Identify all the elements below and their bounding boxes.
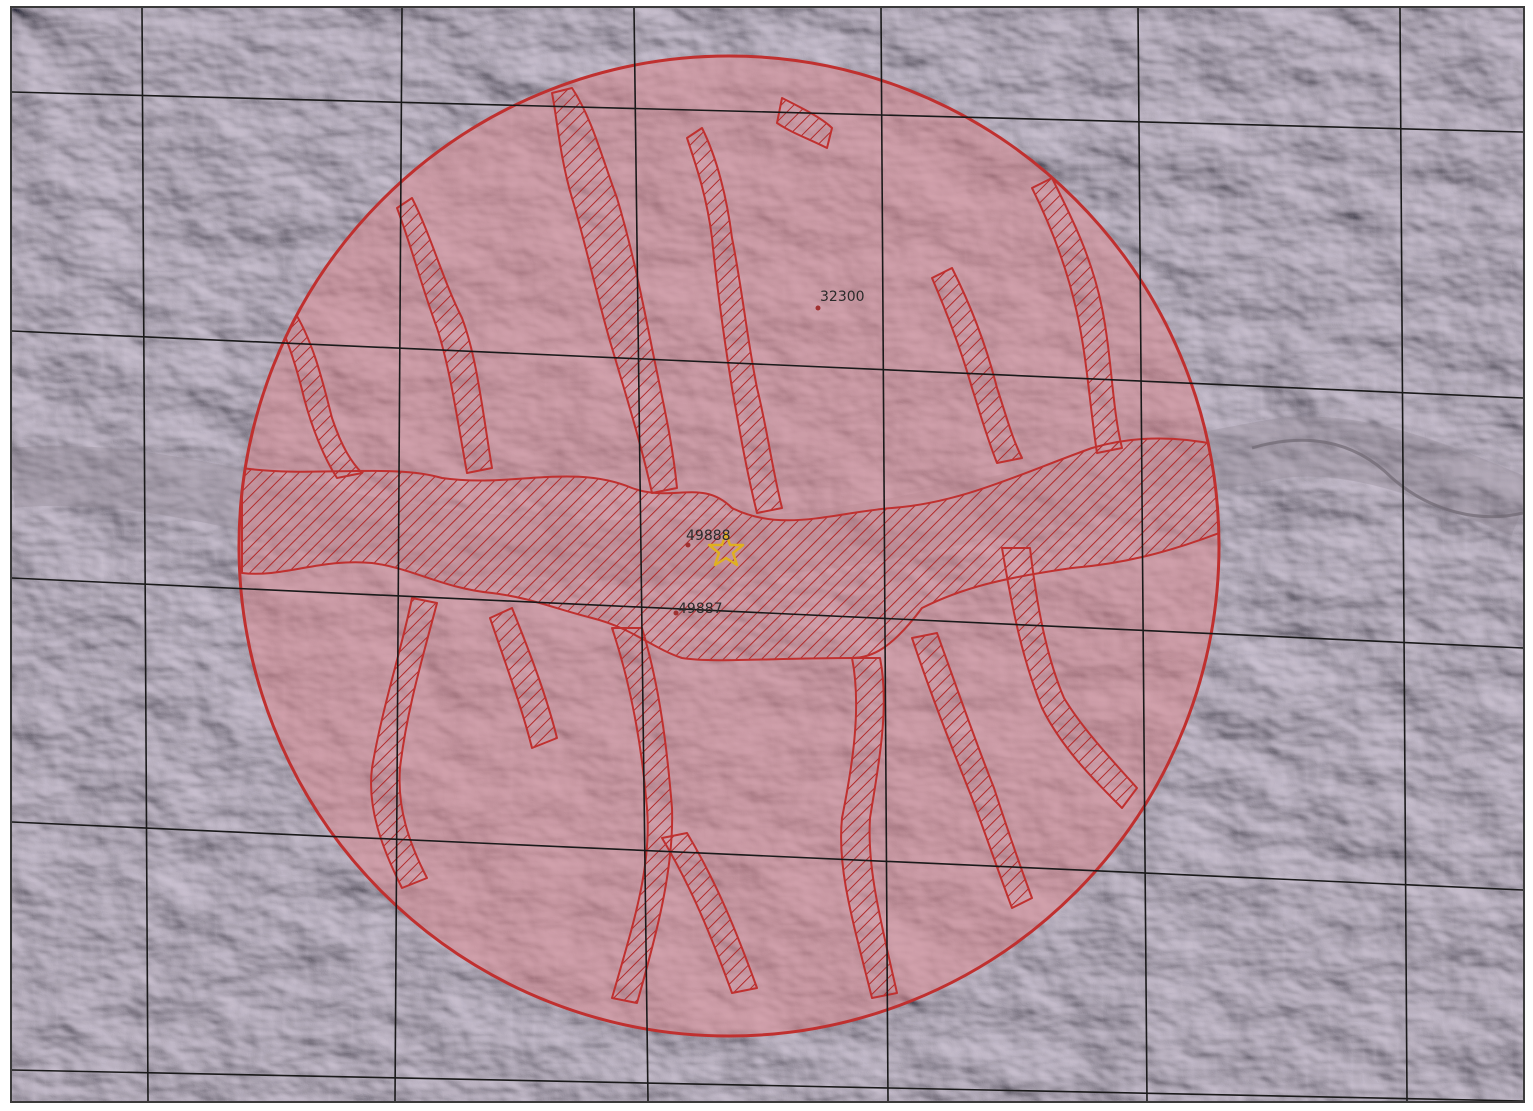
southwest-inner-drainage[interactable] <box>489 607 558 749</box>
grid-line-v3 <box>633 8 649 1101</box>
north-drainage-b[interactable] <box>686 127 783 514</box>
grid-line-h2 <box>12 330 1523 399</box>
grid-line-v4 <box>880 8 889 1101</box>
star-icon <box>707 531 745 567</box>
site-point <box>685 542 691 548</box>
point-marker-32300[interactable]: 32300 <box>815 289 865 311</box>
point-label: 32300 <box>820 289 865 305</box>
north-drainage-c[interactable] <box>776 97 833 149</box>
point-dot <box>815 305 821 311</box>
northeast-drainage[interactable] <box>1031 177 1123 454</box>
southwest-drainage[interactable] <box>370 597 438 889</box>
map-frame: 49888 32300 49887 <box>10 6 1525 1103</box>
south-drainage-c[interactable] <box>840 657 898 999</box>
north-drainage-a[interactable] <box>551 87 678 494</box>
buffer-outline <box>237 54 1221 1038</box>
southeast-drainage[interactable] <box>1001 547 1138 809</box>
site-marker[interactable]: 49888 <box>685 528 745 567</box>
grid-line-h4 <box>12 821 1523 891</box>
grid-line-h1 <box>12 91 1523 133</box>
south-drainage-b[interactable] <box>661 832 758 994</box>
point-dot <box>673 610 679 616</box>
grid-line-v6 <box>1399 8 1408 1101</box>
south-drainage-d[interactable] <box>911 632 1033 909</box>
east-finger-drainage[interactable] <box>931 267 1023 464</box>
west-ridge-drainage[interactable] <box>276 307 363 479</box>
grid-line-v1 <box>141 8 149 1101</box>
point-label: 49887 <box>678 601 723 617</box>
site-label: 49888 <box>686 528 731 544</box>
grid-line-h5 <box>12 1069 1523 1101</box>
south-drainage-a[interactable] <box>611 627 674 1004</box>
map-canvas[interactable]: 49888 32300 49887 <box>12 8 1523 1101</box>
grid-line-v2 <box>394 8 403 1101</box>
grid-line-h3 <box>12 577 1523 649</box>
point-marker-49887[interactable]: 49887 <box>673 601 723 617</box>
survey-grid <box>12 8 1523 1101</box>
grid-line-v5 <box>1137 8 1148 1101</box>
west-drainage[interactable] <box>396 197 493 474</box>
